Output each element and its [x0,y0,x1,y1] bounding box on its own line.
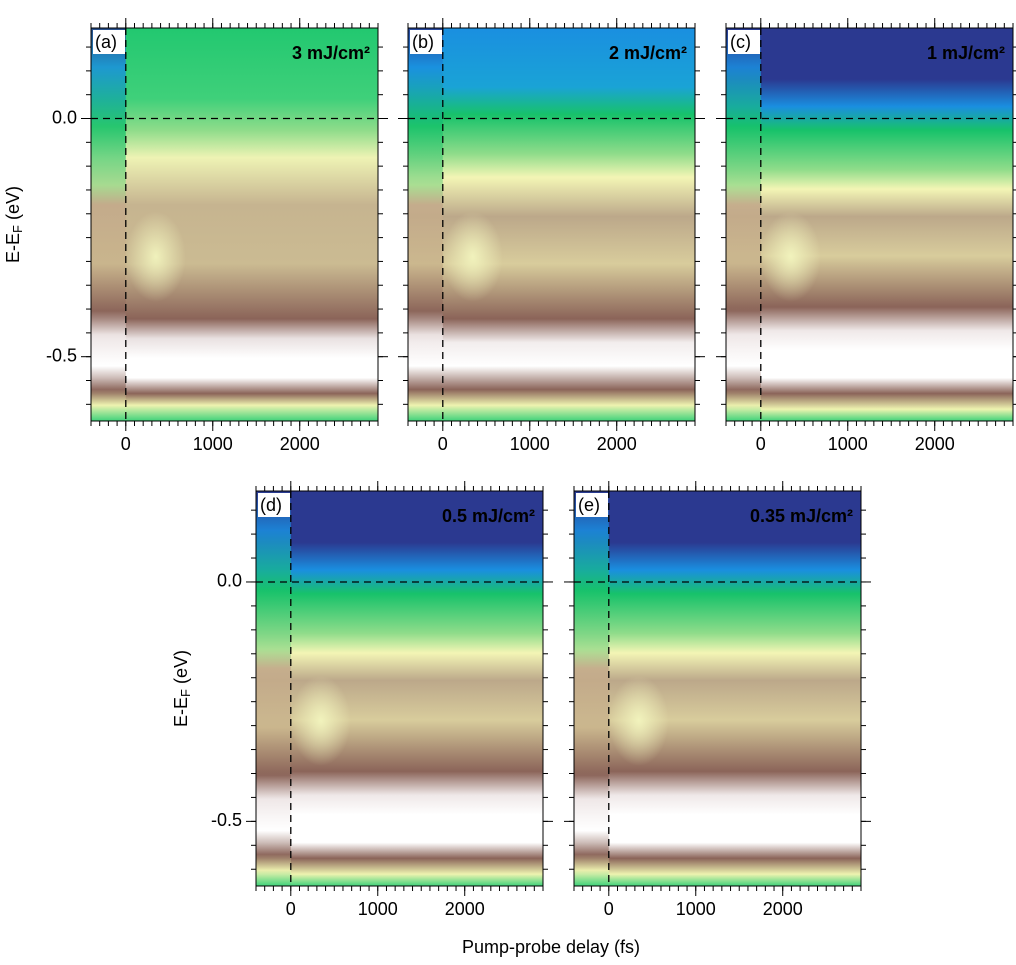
fluence-label: 1 mJ/cm² [927,43,1005,63]
heatmap-hump [442,211,503,302]
x-tick-label: 2000 [445,899,485,919]
y-axis-label-sub: F [10,225,25,233]
fluence-label: 0.5 mJ/cm² [442,506,535,526]
heatmap-hump [125,211,186,302]
frame [573,490,862,887]
fluence-label: 3 mJ/cm² [292,43,370,63]
panel-label-box [728,30,760,54]
y-axis-label-unit: (eV) [3,186,23,220]
heatmap-image [256,491,543,886]
y-axis-label-unit: (eV) [171,650,191,684]
y-axis-label: E-EF (eV) [171,650,194,727]
x-tick-label: 2000 [280,434,320,454]
frame [255,490,544,887]
heatmap-fill [256,491,543,886]
y-tick-label: -0.5 [211,810,242,830]
frame [90,27,379,422]
y-tick-label: 0.0 [52,107,77,127]
x-tick-label: 0 [604,899,614,919]
panel-label: (a) [95,32,117,52]
x-tick-label: 0 [286,899,296,919]
y-axis-label-sub: F [178,689,193,697]
heatmap-pre-zero [726,28,761,421]
x-tick-label: 1000 [510,434,550,454]
fluence-label: 2 mJ/cm² [609,43,687,63]
y-tick-label: -0.5 [46,345,77,365]
heatmap-pre-zero [256,491,291,886]
y-axis-label-main: E-E [171,697,191,727]
x-tick-label: 0 [121,434,131,454]
x-tick-label: 1000 [193,434,233,454]
x-tick-label: 1000 [676,899,716,919]
heatmap-pre-zero [408,28,443,421]
x-tick-label: 1000 [828,434,868,454]
heatmap-fill [726,28,1013,421]
y-axis-label: E-EF (eV) [3,186,26,263]
fluence-label: 0.35 mJ/cm² [750,506,853,526]
x-tick-label: 0 [438,434,448,454]
x-tick-label: 2000 [763,899,803,919]
heatmap-image [408,28,695,421]
heatmap-hump [290,675,351,766]
heatmap-image [726,28,1013,421]
x-tick-label: 0 [756,434,766,454]
panel-label-box [258,493,290,517]
x-tick-label: 2000 [915,434,955,454]
panel-label: (b) [412,32,434,52]
heatmap-hump [760,211,821,302]
x-tick-label: 1000 [358,899,398,919]
y-tick-label: 0.0 [217,571,242,591]
heatmap-image [91,28,378,421]
heatmap-hump [608,675,669,766]
panel-label-box [410,30,442,54]
heatmap-fill [408,28,695,421]
panel-label: (c) [730,32,751,52]
heatmap-fill [574,491,861,886]
frame [725,27,1014,422]
y-axis-label-main: E-E [3,233,23,263]
heatmap-pre-zero [91,28,126,421]
heatmap-image [574,491,861,886]
x-tick-label: 2000 [597,434,637,454]
heatmap-pre-zero [574,491,609,886]
frame [407,27,696,422]
panel-label: (e) [578,495,600,515]
x-axis-label: Pump-probe delay (fs) [462,937,640,957]
heatmap-fill [91,28,378,421]
panel-label-box [576,493,608,517]
panel-label-box [93,30,125,54]
panel-label: (d) [260,495,282,515]
